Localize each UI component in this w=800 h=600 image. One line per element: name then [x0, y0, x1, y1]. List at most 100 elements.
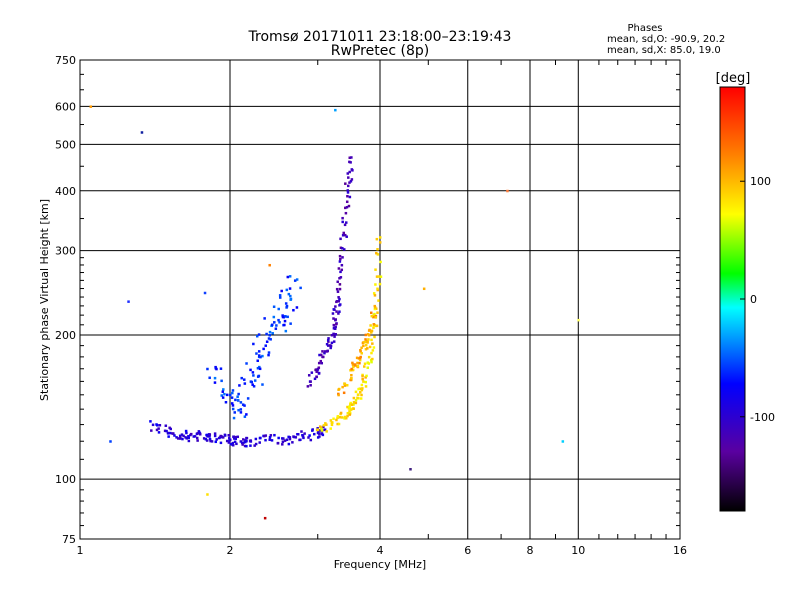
data-point [351, 361, 354, 365]
data-point [358, 387, 362, 390]
data-point [335, 418, 338, 422]
data-point [353, 364, 357, 367]
data-point [89, 105, 93, 108]
data-point [167, 435, 170, 438]
data-point [231, 441, 235, 445]
data-point [278, 321, 281, 324]
data-point [379, 260, 382, 264]
data-point [329, 427, 332, 430]
data-point [265, 332, 268, 336]
data-point [258, 367, 262, 371]
data-point [373, 307, 377, 311]
data-point [316, 367, 320, 371]
data-point [196, 439, 199, 442]
data-point [355, 356, 359, 360]
data-point [302, 436, 305, 440]
data-point [371, 342, 374, 345]
data-point [356, 393, 360, 396]
data-point [278, 294, 282, 297]
data-point [342, 248, 346, 251]
data-point [234, 435, 237, 439]
data-point [163, 429, 167, 433]
data-point [324, 422, 327, 425]
data-point [229, 442, 233, 446]
data-point [364, 348, 368, 351]
data-point [217, 436, 221, 440]
data-point [178, 434, 182, 438]
data-point [204, 438, 208, 441]
data-point [374, 268, 377, 271]
data-point [270, 439, 274, 442]
data-point [282, 437, 285, 440]
colorbar-ticks: 100 0 -100 [740, 175, 775, 424]
data-point [231, 391, 234, 395]
data-point [166, 431, 170, 435]
data-point [289, 322, 292, 325]
data-point [344, 221, 348, 224]
data-point [240, 376, 243, 380]
data-point [319, 359, 323, 363]
data-point [286, 275, 290, 279]
data-point [321, 355, 324, 359]
data-point [341, 247, 344, 250]
data-point [329, 419, 333, 422]
data-point [318, 432, 321, 435]
data-point [252, 385, 256, 388]
data-point [235, 442, 238, 446]
data-point [357, 387, 360, 391]
data-point [215, 438, 218, 441]
data-point [373, 304, 377, 308]
data-point [259, 355, 262, 359]
data-point [239, 401, 243, 404]
data-point [317, 366, 321, 369]
data-point [348, 195, 352, 199]
data-point [281, 443, 284, 446]
data-point [577, 318, 580, 322]
data-point [257, 333, 261, 336]
data-point [366, 361, 370, 364]
data-point [323, 428, 327, 431]
data-point [367, 338, 370, 341]
data-point [316, 427, 319, 430]
data-point [281, 315, 285, 319]
data-point [348, 412, 352, 415]
data-point [232, 437, 236, 440]
data-point [348, 413, 352, 416]
data-point [343, 233, 347, 237]
data-point [373, 312, 376, 316]
data-point [326, 349, 329, 353]
data-point [336, 290, 340, 293]
x-tick-label: 6 [464, 544, 471, 557]
data-point [208, 433, 212, 436]
data-point [377, 275, 381, 278]
data-point [323, 350, 327, 353]
data-point [318, 435, 321, 438]
data-point [257, 355, 261, 359]
data-point [264, 438, 267, 442]
data-point [347, 407, 351, 410]
data-point [269, 338, 272, 341]
data-point [288, 437, 292, 441]
data-point [335, 300, 338, 304]
data-point [330, 423, 334, 427]
data-point [373, 306, 377, 309]
data-point [375, 324, 379, 328]
data-point [343, 417, 346, 420]
data-point [245, 413, 248, 416]
data-points [89, 105, 580, 520]
data-point [332, 417, 335, 421]
x-tick-label: 16 [673, 544, 687, 557]
data-point [367, 333, 371, 337]
data-point [236, 398, 240, 402]
data-point [338, 310, 341, 313]
data-point [205, 433, 208, 437]
data-point [376, 311, 379, 314]
data-point [258, 354, 261, 357]
data-point [173, 434, 176, 437]
data-point [196, 432, 199, 435]
data-point [220, 379, 223, 383]
data-point [374, 316, 378, 319]
x-tick-label: 8 [527, 544, 534, 557]
data-point [289, 298, 292, 301]
data-point [335, 310, 338, 313]
